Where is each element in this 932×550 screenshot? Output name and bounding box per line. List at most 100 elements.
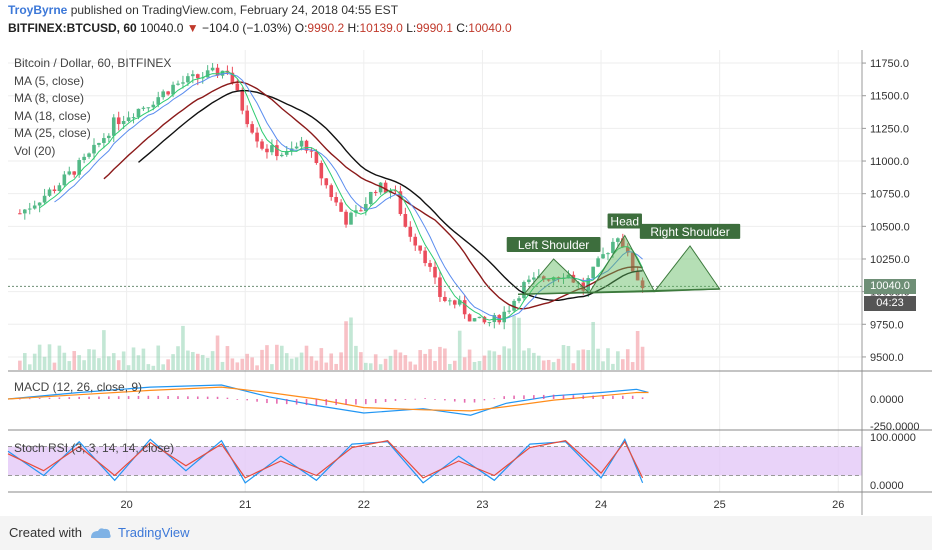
volume-bar <box>220 361 225 370</box>
price-tick-label: 9750.0 <box>870 319 904 331</box>
volume-bar <box>566 345 571 370</box>
candle-body <box>507 310 511 312</box>
macd-label[interactable]: MACD (12, 26, close, 9) <box>14 380 143 394</box>
candle-body <box>393 190 398 192</box>
volume-bar <box>146 364 151 370</box>
candle-body <box>156 97 161 105</box>
volume-bar <box>235 362 240 370</box>
volume-bar <box>586 350 591 370</box>
tradingview-brand[interactable]: TradingView <box>118 525 190 540</box>
volume-bar <box>161 364 165 370</box>
open-value: 9990.2 <box>307 21 345 35</box>
stoch-rsi-label[interactable]: Stoch RSI (3, 3, 14, 14, close) <box>14 441 175 455</box>
volume-bar <box>141 348 146 370</box>
candle-body <box>32 205 37 209</box>
macd-histogram-bar <box>345 399 347 405</box>
ma-line-25 <box>138 89 643 301</box>
low-label: L: <box>406 21 417 35</box>
candle-body <box>438 277 442 297</box>
legend-ma18[interactable]: MA (18, close) <box>14 108 91 123</box>
volume-bar <box>581 349 586 370</box>
candle-body <box>215 67 220 76</box>
ma-line-5 <box>39 70 644 321</box>
macd-histogram-bar <box>206 396 209 399</box>
candle-body <box>635 271 640 281</box>
volume-bar <box>225 346 230 370</box>
pattern-triangle <box>653 245 721 293</box>
macd-histogram-bar <box>483 399 486 401</box>
macd-histogram-bar <box>424 398 426 399</box>
high-value: 10139.0 <box>359 21 403 35</box>
macd-histogram-bar <box>236 399 239 400</box>
volume-bar <box>72 351 77 370</box>
author-name[interactable]: TroyByrne <box>8 3 68 17</box>
candle-body <box>161 91 165 98</box>
volume-bar <box>457 330 462 370</box>
date-tick-label: 21 <box>239 499 251 511</box>
candle-body <box>186 76 190 83</box>
candle-body <box>364 204 368 212</box>
volume-bar <box>438 346 442 370</box>
legend-volume[interactable]: Vol (20) <box>14 143 56 158</box>
volume-bar <box>601 361 605 370</box>
candle-body <box>77 160 81 175</box>
volume-bar <box>492 351 497 370</box>
volume-bar <box>546 359 551 370</box>
macd-histogram-bar <box>365 399 367 405</box>
legend-title: Bitcoin / Dollar, 60, BITFINEX <box>14 56 172 70</box>
candle-body <box>472 318 477 322</box>
legend-ma8[interactable]: MA (8, close) <box>14 91 85 106</box>
change-arrow-icon: ▼ <box>186 21 199 35</box>
price-tick-label: 10250.0 <box>870 254 910 266</box>
volume-bar <box>309 356 314 370</box>
candle-body <box>62 174 67 186</box>
candle-body <box>625 247 630 253</box>
volume-bar <box>354 345 358 370</box>
macd-histogram-bar <box>108 396 110 399</box>
volume-bar <box>413 364 418 370</box>
volume-bar <box>67 361 72 370</box>
macd-histogram-bar <box>552 394 555 399</box>
candle-body <box>566 274 571 278</box>
legend-ma5[interactable]: MA (5, close) <box>14 73 85 88</box>
volume-bar <box>289 358 294 370</box>
candle-body <box>532 277 536 280</box>
candle-body <box>102 138 106 143</box>
volume-bars <box>18 315 645 370</box>
macd-histogram-bar <box>48 397 51 399</box>
price-tick-label: 11250.0 <box>870 123 909 135</box>
volume-bar <box>200 354 205 370</box>
volume-bar <box>359 352 363 370</box>
volume-bar <box>230 358 235 370</box>
close-label: C: <box>456 21 469 35</box>
candle-body <box>37 202 42 206</box>
volume-bar <box>304 345 309 370</box>
candle-body <box>556 277 561 279</box>
volume-bar <box>467 349 472 370</box>
macd-histogram-bar <box>295 399 298 405</box>
moving-averages <box>8 70 862 321</box>
volume-bar <box>512 315 516 370</box>
candle-body <box>368 191 373 205</box>
candle-body <box>433 266 437 278</box>
candle-body <box>314 151 319 163</box>
volume-bar <box>23 353 27 370</box>
volume-bar <box>536 355 541 370</box>
candle-body <box>255 132 259 142</box>
volume-bar <box>532 352 536 370</box>
macd-histogram-bar <box>641 397 644 399</box>
volume-bar <box>176 346 180 370</box>
candle-body <box>230 72 235 84</box>
candle-body <box>220 70 225 76</box>
price-tick-label: 11750.0 <box>870 58 909 70</box>
candle-body <box>398 191 403 215</box>
macd-histogram-bar <box>28 398 31 400</box>
volume-bar <box>541 360 546 370</box>
ma-line-8 <box>54 72 643 320</box>
macd-histogram-bar <box>622 395 624 399</box>
macd-histogram-bar <box>355 399 357 405</box>
legend-ma25[interactable]: MA (25, close) <box>14 126 91 141</box>
candle-body <box>541 276 546 280</box>
candle-body <box>354 210 358 213</box>
